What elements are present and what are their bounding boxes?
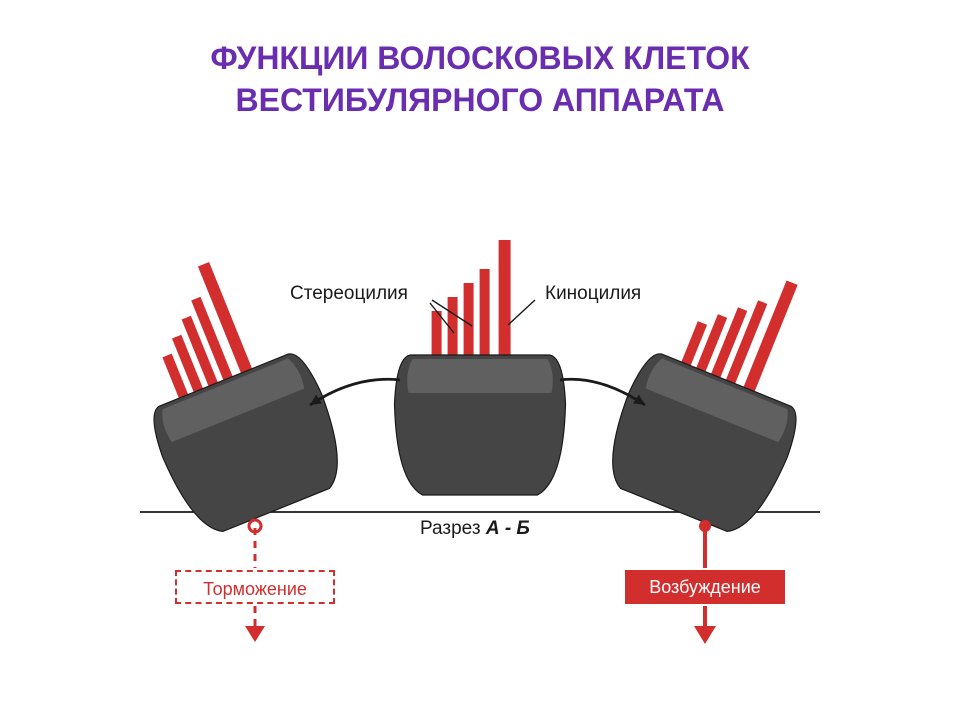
legend-inhibition-text: Торможение	[203, 579, 307, 599]
legend-inhibition: Торможение	[175, 570, 335, 604]
label-stereocilia: Стереоцилия	[290, 283, 408, 305]
hair-cell-diagram	[0, 0, 960, 720]
legend-excitation: Возбуждение	[625, 570, 785, 604]
legend-excitation-text: Возбуждение	[649, 577, 761, 597]
label-section-word: Разрез	[420, 518, 481, 539]
label-kinocilia: Киноцилия	[545, 283, 641, 305]
label-section: Разрез А - Б	[420, 518, 530, 540]
label-section-ab: А - Б	[486, 518, 530, 539]
